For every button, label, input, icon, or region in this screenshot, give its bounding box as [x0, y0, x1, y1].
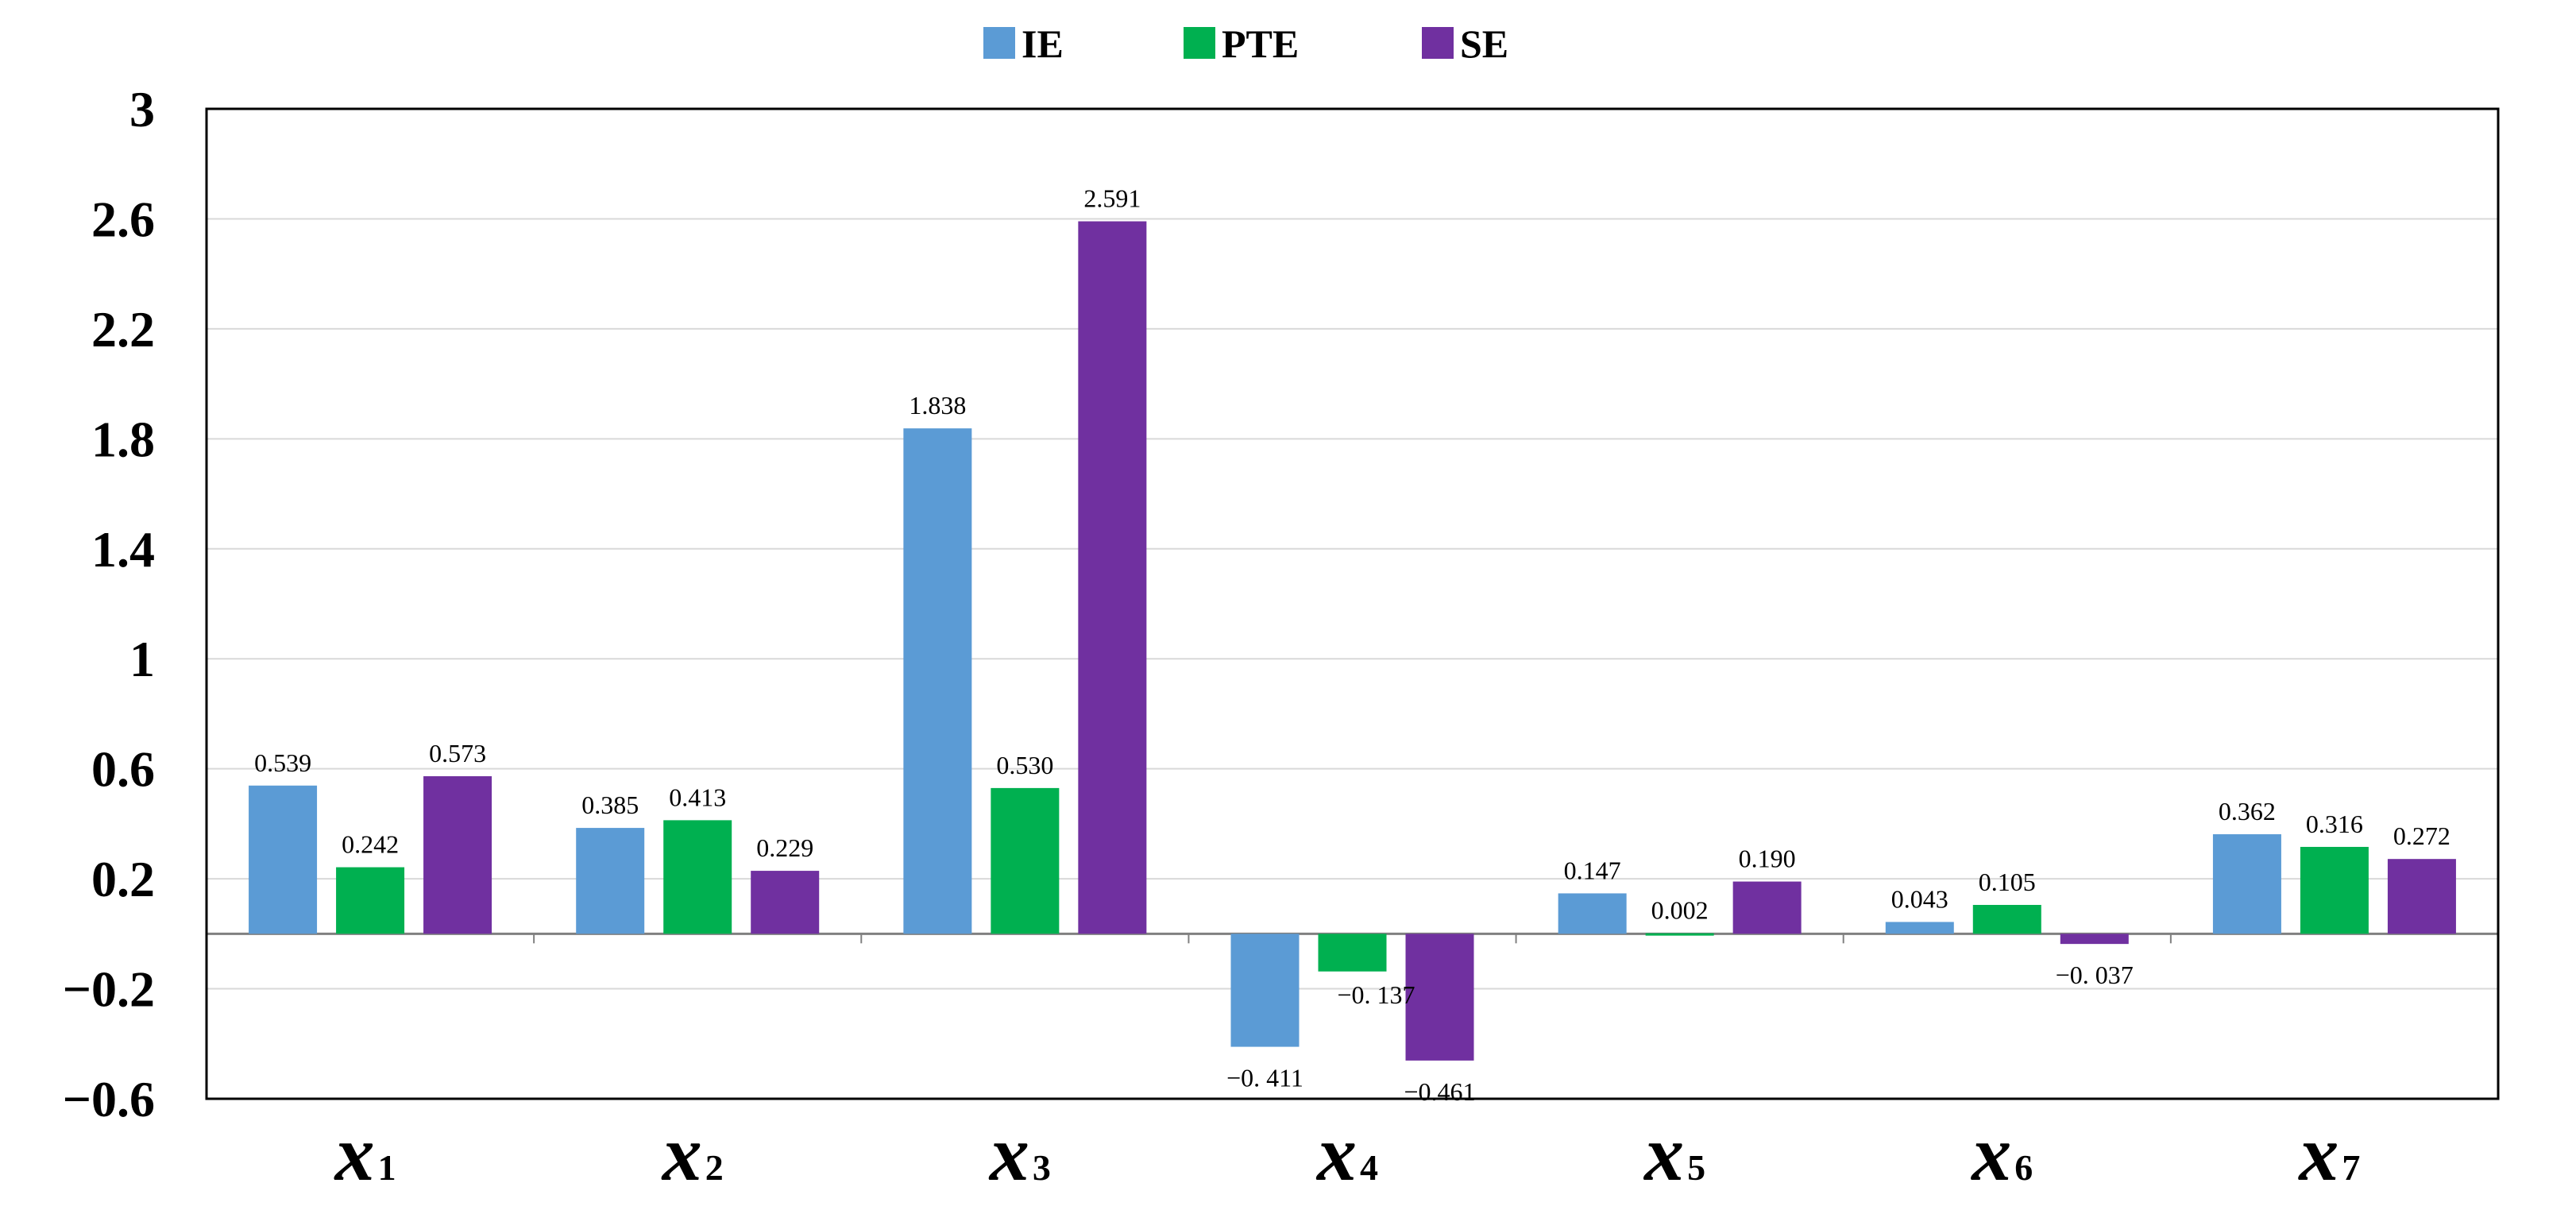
legend-swatch-ie[interactable]	[983, 27, 1015, 59]
bar-ie[interactable]	[1885, 922, 1954, 934]
bar-pte[interactable]	[336, 867, 405, 934]
data-label-ie: 0.043	[1891, 884, 1948, 913]
legend-label-ie[interactable]: IE	[1022, 21, 1064, 66]
data-label-se: 0.573	[429, 739, 486, 767]
data-label-se: 0.229	[756, 833, 813, 862]
y-tick-label: −0.6	[63, 1071, 155, 1127]
x-category-label: x3	[988, 1109, 1051, 1197]
data-label-pte: 0.530	[996, 751, 1053, 779]
data-label-pte: 0.105	[1979, 868, 2036, 896]
y-tick-label: 0.6	[91, 741, 155, 798]
legend-label-se[interactable]: SE	[1460, 21, 1508, 66]
bar-ie[interactable]	[1230, 934, 1300, 1047]
data-label-pte: 0.413	[669, 783, 726, 811]
bar-pte[interactable]	[663, 820, 732, 934]
bar-se[interactable]	[2060, 934, 2129, 945]
y-tick-label: 2.6	[91, 191, 155, 247]
x-category-label: x2	[661, 1109, 724, 1197]
bar-se[interactable]	[2387, 859, 2456, 934]
legend[interactable]: IE PTE SE	[983, 21, 1508, 66]
data-label-pte: −0. 137	[1337, 980, 1415, 1009]
bar-pte[interactable]	[1645, 933, 1714, 936]
bar-pte[interactable]	[2300, 846, 2369, 934]
y-tick-label: 3	[129, 81, 155, 137]
bar-pte[interactable]	[991, 787, 1060, 934]
y-tick-label: 1.8	[91, 411, 155, 467]
bar-ie[interactable]	[249, 785, 318, 934]
data-label-se: −0. 037	[2056, 961, 2134, 989]
bar-ie[interactable]	[2212, 834, 2281, 934]
data-label-se: 2.591	[1083, 184, 1141, 213]
legend-swatch-pte[interactable]	[1184, 27, 1215, 59]
bar-se[interactable]	[1405, 934, 1474, 1061]
bar-se[interactable]	[1732, 881, 1802, 934]
y-tick-label: 2.2	[91, 301, 155, 358]
bar-se[interactable]	[751, 871, 820, 934]
legend-swatch-se[interactable]	[1422, 27, 1454, 59]
x-category-label: x4	[1315, 1109, 1378, 1197]
data-label-pte: 0.316	[2306, 810, 2363, 838]
y-tick-label: 1.4	[91, 521, 155, 578]
data-label-pte: 0.242	[342, 830, 399, 859]
x-category-label: x1	[334, 1109, 396, 1197]
bar-ie[interactable]	[1558, 893, 1627, 934]
legend-label-pte[interactable]: PTE	[1222, 21, 1299, 66]
bar-ie[interactable]	[903, 428, 972, 934]
bar-pte[interactable]	[1972, 904, 2041, 934]
data-label-ie: 0.362	[2219, 797, 2276, 825]
bar-se[interactable]	[423, 776, 492, 934]
bar-pte[interactable]	[1318, 934, 1387, 972]
x-axis: x1 x2 x3 x4 x5 x6 x7	[334, 934, 2360, 1197]
data-label-ie: −0. 411	[1226, 1064, 1303, 1092]
data-label-ie: 0.385	[581, 791, 639, 819]
data-labels: 0.539 0.242 0.573 0.385 0.413 0.229 1.838 0.530…	[254, 184, 2450, 1106]
x-category-label: x5	[1643, 1109, 1705, 1197]
data-label-ie: 0.539	[254, 748, 311, 777]
data-label-pte: 0.002	[1651, 896, 1709, 925]
plot-frame	[205, 107, 2500, 1100]
data-label-se: 0.272	[2393, 821, 2450, 850]
bars	[249, 221, 2456, 1061]
x-category-label: x6	[1970, 1109, 2033, 1197]
bar-se[interactable]	[1078, 221, 1147, 934]
y-tick-label: 0.2	[91, 851, 155, 907]
data-label-se: −0.461	[1404, 1077, 1475, 1106]
bar-ie[interactable]	[576, 828, 645, 934]
y-axis: 3 2.6 2.2 1.8 1.4 1 0.6 0.2 −0.2 −0.6	[63, 81, 155, 1127]
y-tick-label: 1	[129, 631, 155, 687]
y-tick-label: −0.2	[63, 961, 155, 1018]
data-label-se: 0.190	[1739, 845, 1796, 873]
x-category-label: x7	[2297, 1109, 2360, 1197]
data-label-ie: 0.147	[1564, 856, 1621, 884]
data-label-ie: 1.838	[909, 391, 966, 419]
